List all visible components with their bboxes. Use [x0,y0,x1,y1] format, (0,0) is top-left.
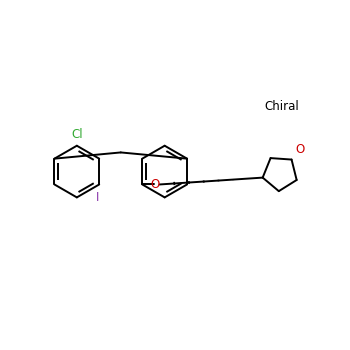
Text: I: I [96,191,99,204]
Text: O: O [295,143,304,156]
Text: Chiral: Chiral [264,100,299,113]
Text: Cl: Cl [71,128,83,141]
Text: O: O [151,178,160,191]
